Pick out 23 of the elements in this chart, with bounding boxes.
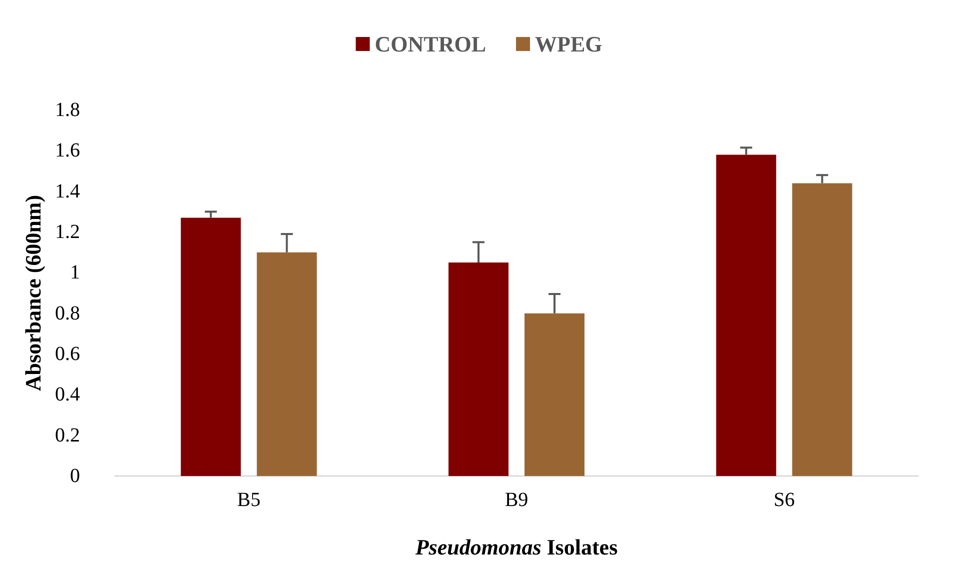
y-tick-label: 1.8: [55, 99, 80, 121]
y-tick-label: 1.6: [55, 140, 80, 162]
y-axis-title: Absorbance (600nm): [20, 194, 46, 392]
bar: [180, 218, 241, 476]
x-tick-label: B9: [504, 489, 528, 511]
x-tick-label: B5: [237, 489, 261, 511]
bar: [524, 313, 584, 476]
y-tick-label: 0: [70, 465, 80, 487]
bar: [792, 183, 852, 476]
y-tick-label: 1.4: [55, 180, 80, 202]
y-tick-label: 0.4: [55, 384, 80, 406]
bar: [448, 262, 508, 476]
y-tick-label: 1: [70, 262, 80, 284]
legend-label: CONTROL: [374, 32, 486, 56]
y-tick-label: 1.2: [55, 221, 80, 243]
bar: [716, 154, 776, 476]
legend-label: WPEG: [535, 32, 602, 56]
bar: [256, 252, 317, 476]
x-tick-label: S6: [774, 489, 795, 511]
y-tick-label: 0.2: [55, 424, 80, 446]
x-axis-title: Pseudomonas Isolates: [414, 534, 618, 560]
y-tick-label: 0.6: [55, 343, 80, 365]
y-tick-label: 0.8: [55, 302, 80, 324]
